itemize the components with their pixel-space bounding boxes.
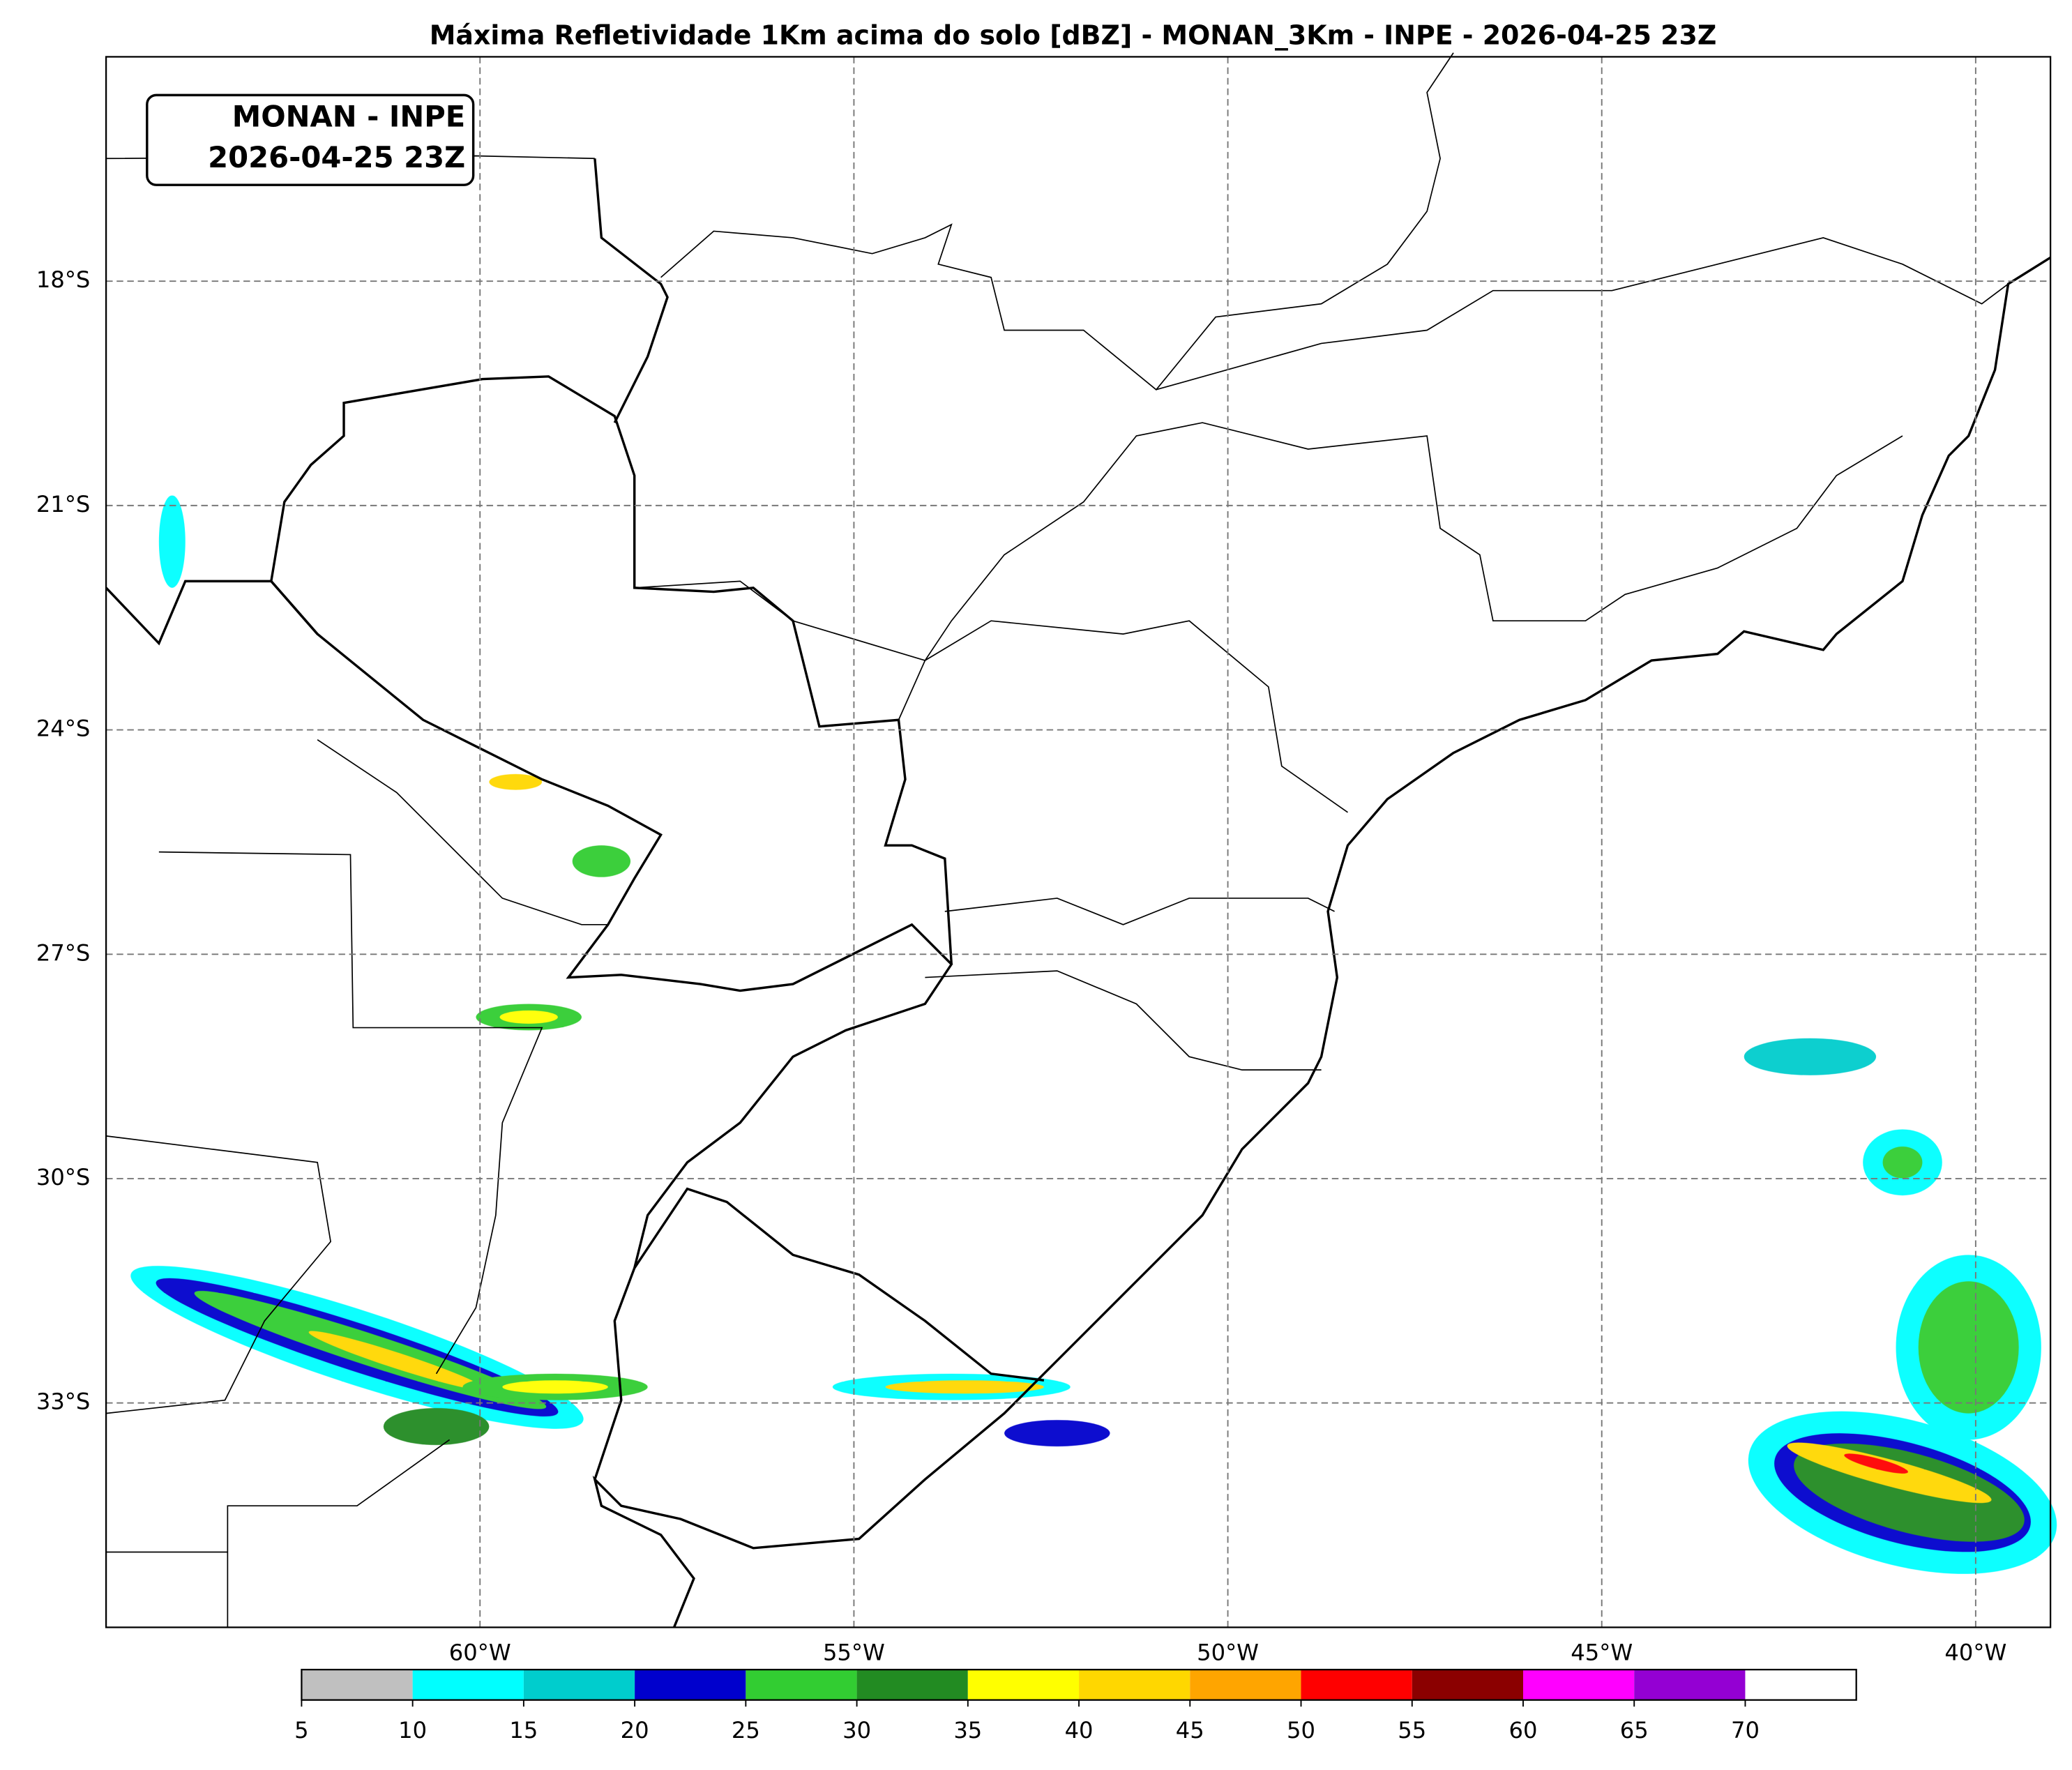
border-line	[105, 580, 953, 1480]
echo	[1918, 1281, 2019, 1414]
colorbar-tick-label: 45	[1176, 1717, 1204, 1743]
lat-label: 18°S	[36, 266, 90, 293]
lat-label: 24°S	[36, 716, 90, 742]
colorbar-tick-label: 30	[842, 1717, 871, 1743]
map-title: Máxima Refletividade 1Km acima do solo […	[430, 20, 1717, 51]
echo	[1787, 1442, 1992, 1504]
colorbar-tick-label: 20	[621, 1717, 649, 1743]
lat-label: 21°S	[36, 491, 90, 517]
colorbar-tick-label: 60	[1509, 1717, 1538, 1743]
map-area	[105, 52, 2057, 1628]
border-line	[593, 158, 669, 423]
state-border	[898, 422, 1903, 720]
border-line	[270, 375, 953, 965]
colorbar-segment	[635, 1670, 746, 1700]
state-border	[925, 970, 1322, 1071]
echo	[383, 1408, 490, 1446]
colorbar-segment	[1190, 1670, 1301, 1700]
map-frame	[105, 56, 2052, 1628]
colorbar-tick-label: 40	[1065, 1717, 1094, 1743]
lon-label: 40°W	[1944, 1639, 2006, 1665]
colorbar-segment	[1412, 1670, 1523, 1700]
echo	[1004, 1420, 1110, 1446]
info-line: 2026-04-25 23Z	[208, 140, 465, 174]
colorbar-segment	[1634, 1670, 1746, 1700]
colorbar: 5 10 15 20 25 30 35 40 45 50 55 60 65 70	[294, 1668, 1857, 1743]
lat-label: 30°S	[36, 1164, 90, 1190]
echo	[499, 1010, 558, 1024]
echo	[1744, 1038, 1877, 1075]
echo	[502, 1380, 608, 1394]
colorbar-segment	[523, 1670, 635, 1700]
echo	[572, 845, 631, 877]
state-border	[634, 580, 1348, 813]
coastline	[592, 256, 2052, 1628]
colorbar-segment	[1301, 1670, 1412, 1700]
lat-label: 33°S	[36, 1389, 90, 1415]
colorbar-tick-label: 25	[732, 1717, 760, 1743]
echo	[308, 1331, 485, 1391]
colorbar-tick-label: 5	[294, 1717, 308, 1743]
colorbar-segment	[301, 1670, 413, 1700]
graticule: 18°S 21°S 24°S 27°S 30°S 33°S 60°W 55°W 50°W 45°W…	[36, 56, 2051, 1665]
border-line	[633, 1187, 1045, 1382]
colorbar-tick-label: 10	[398, 1717, 427, 1743]
state-border	[227, 1439, 451, 1628]
colorbar-tick-label: 65	[1620, 1717, 1649, 1743]
colorbar-segment	[1522, 1670, 1635, 1700]
state-border	[944, 898, 1335, 925]
info-box-frame	[146, 93, 475, 186]
state-border	[317, 739, 608, 925]
echo	[489, 773, 543, 790]
state-border	[105, 1135, 331, 1414]
colorbar-segment	[967, 1670, 1080, 1700]
lon-label: 45°W	[1571, 1639, 1633, 1665]
colorbar-segment	[1079, 1670, 1190, 1700]
lon-label: 60°W	[449, 1639, 511, 1665]
colorbar-segment	[412, 1670, 524, 1700]
colorbar-segment	[746, 1670, 857, 1700]
state-border	[660, 52, 1454, 391]
echo	[1882, 1147, 1923, 1179]
info-box: MONAN - INPE 2026-04-25 23Z	[146, 93, 475, 186]
echo	[1844, 1453, 1908, 1474]
colorbar-tick-label: 35	[953, 1717, 982, 1743]
lon-label: 55°W	[823, 1639, 885, 1665]
colorbar-tick-label: 15	[509, 1717, 538, 1743]
state-border	[158, 851, 543, 1375]
state-border	[1156, 237, 2009, 391]
colorbar-segment	[1745, 1670, 1857, 1700]
colorbar-tick-label: 50	[1287, 1717, 1315, 1743]
info-line: MONAN - INPE	[232, 99, 465, 133]
echo	[885, 1380, 1044, 1394]
echo	[158, 495, 186, 588]
lon-label: 50°W	[1197, 1639, 1259, 1665]
colorbar-tick-label: 70	[1731, 1717, 1760, 1743]
echoes	[130, 495, 2057, 1574]
colorbar-segment	[856, 1670, 968, 1700]
colorbar-tick-label: 55	[1398, 1717, 1426, 1743]
lat-label: 27°S	[36, 939, 90, 966]
